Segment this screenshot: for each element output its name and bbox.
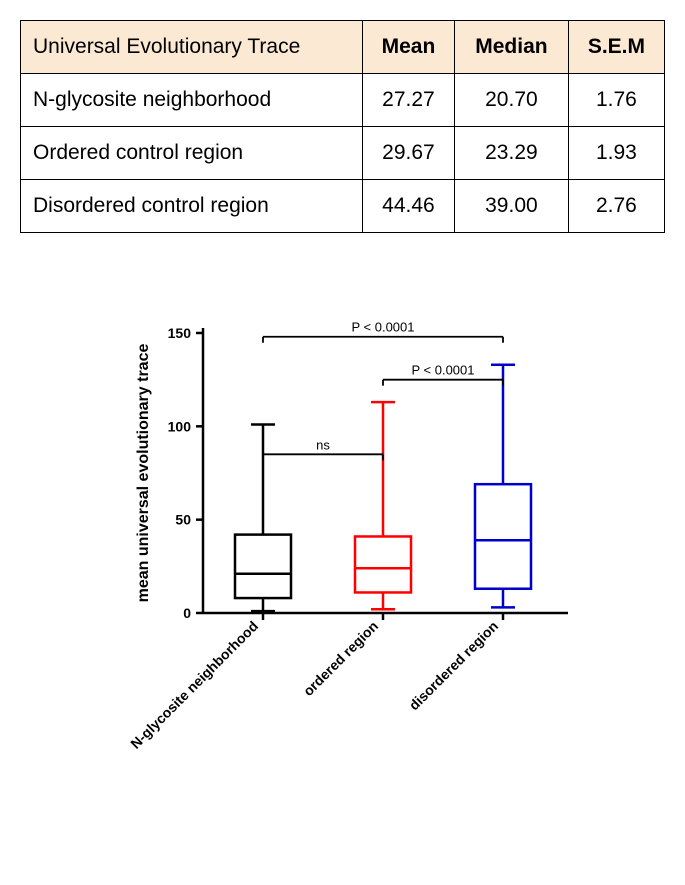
svg-text:mean universal evolutionary tr: mean universal evolutionary trace <box>135 344 152 603</box>
cell: 39.00 <box>454 180 568 233</box>
cell: 29.67 <box>362 127 454 180</box>
svg-text:ordered region: ordered region <box>299 618 380 699</box>
stats-table: Universal Evolutionary Trace Mean Median… <box>20 20 665 233</box>
svg-text:disordered region: disordered region <box>405 618 500 713</box>
svg-text:N-glycosite neighborhood: N-glycosite neighborhood <box>127 618 261 752</box>
cell: 44.46 <box>362 180 454 233</box>
boxplot-chart: 0 50 100 150 mean universal evolutionary tra… <box>93 273 593 773</box>
col-header: S.E.M <box>568 21 664 74</box>
table-row: Disordered control region 44.46 39.00 2.… <box>21 180 665 233</box>
table-row: Ordered control region 29.67 23.29 1.93 <box>21 127 665 180</box>
cell: N-glycosite neighborhood <box>21 74 363 127</box>
cell: 1.93 <box>568 127 664 180</box>
svg-text:P < 0.0001: P < 0.0001 <box>351 320 414 335</box>
svg-text:P < 0.0001: P < 0.0001 <box>411 363 474 378</box>
cell: Disordered control region <box>21 180 363 233</box>
cell: 27.27 <box>362 74 454 127</box>
table-row: N-glycosite neighborhood 27.27 20.70 1.7… <box>21 74 665 127</box>
col-header: Median <box>454 21 568 74</box>
col-header: Universal Evolutionary Trace <box>21 21 363 74</box>
cell: 23.29 <box>454 127 568 180</box>
svg-text:0: 0 <box>183 605 191 621</box>
cell: 20.70 <box>454 74 568 127</box>
col-header: Mean <box>362 21 454 74</box>
svg-text:150: 150 <box>167 325 191 341</box>
svg-text:ns: ns <box>316 437 330 452</box>
svg-text:50: 50 <box>175 512 191 528</box>
cell: 1.76 <box>568 74 664 127</box>
cell: 2.76 <box>568 180 664 233</box>
svg-text:100: 100 <box>167 418 191 434</box>
cell: Ordered control region <box>21 127 363 180</box>
